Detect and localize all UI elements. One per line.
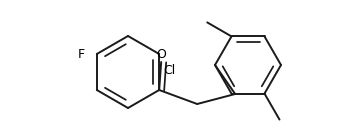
Text: O: O (156, 47, 166, 60)
Text: F: F (78, 47, 85, 60)
Text: Cl: Cl (163, 63, 175, 76)
